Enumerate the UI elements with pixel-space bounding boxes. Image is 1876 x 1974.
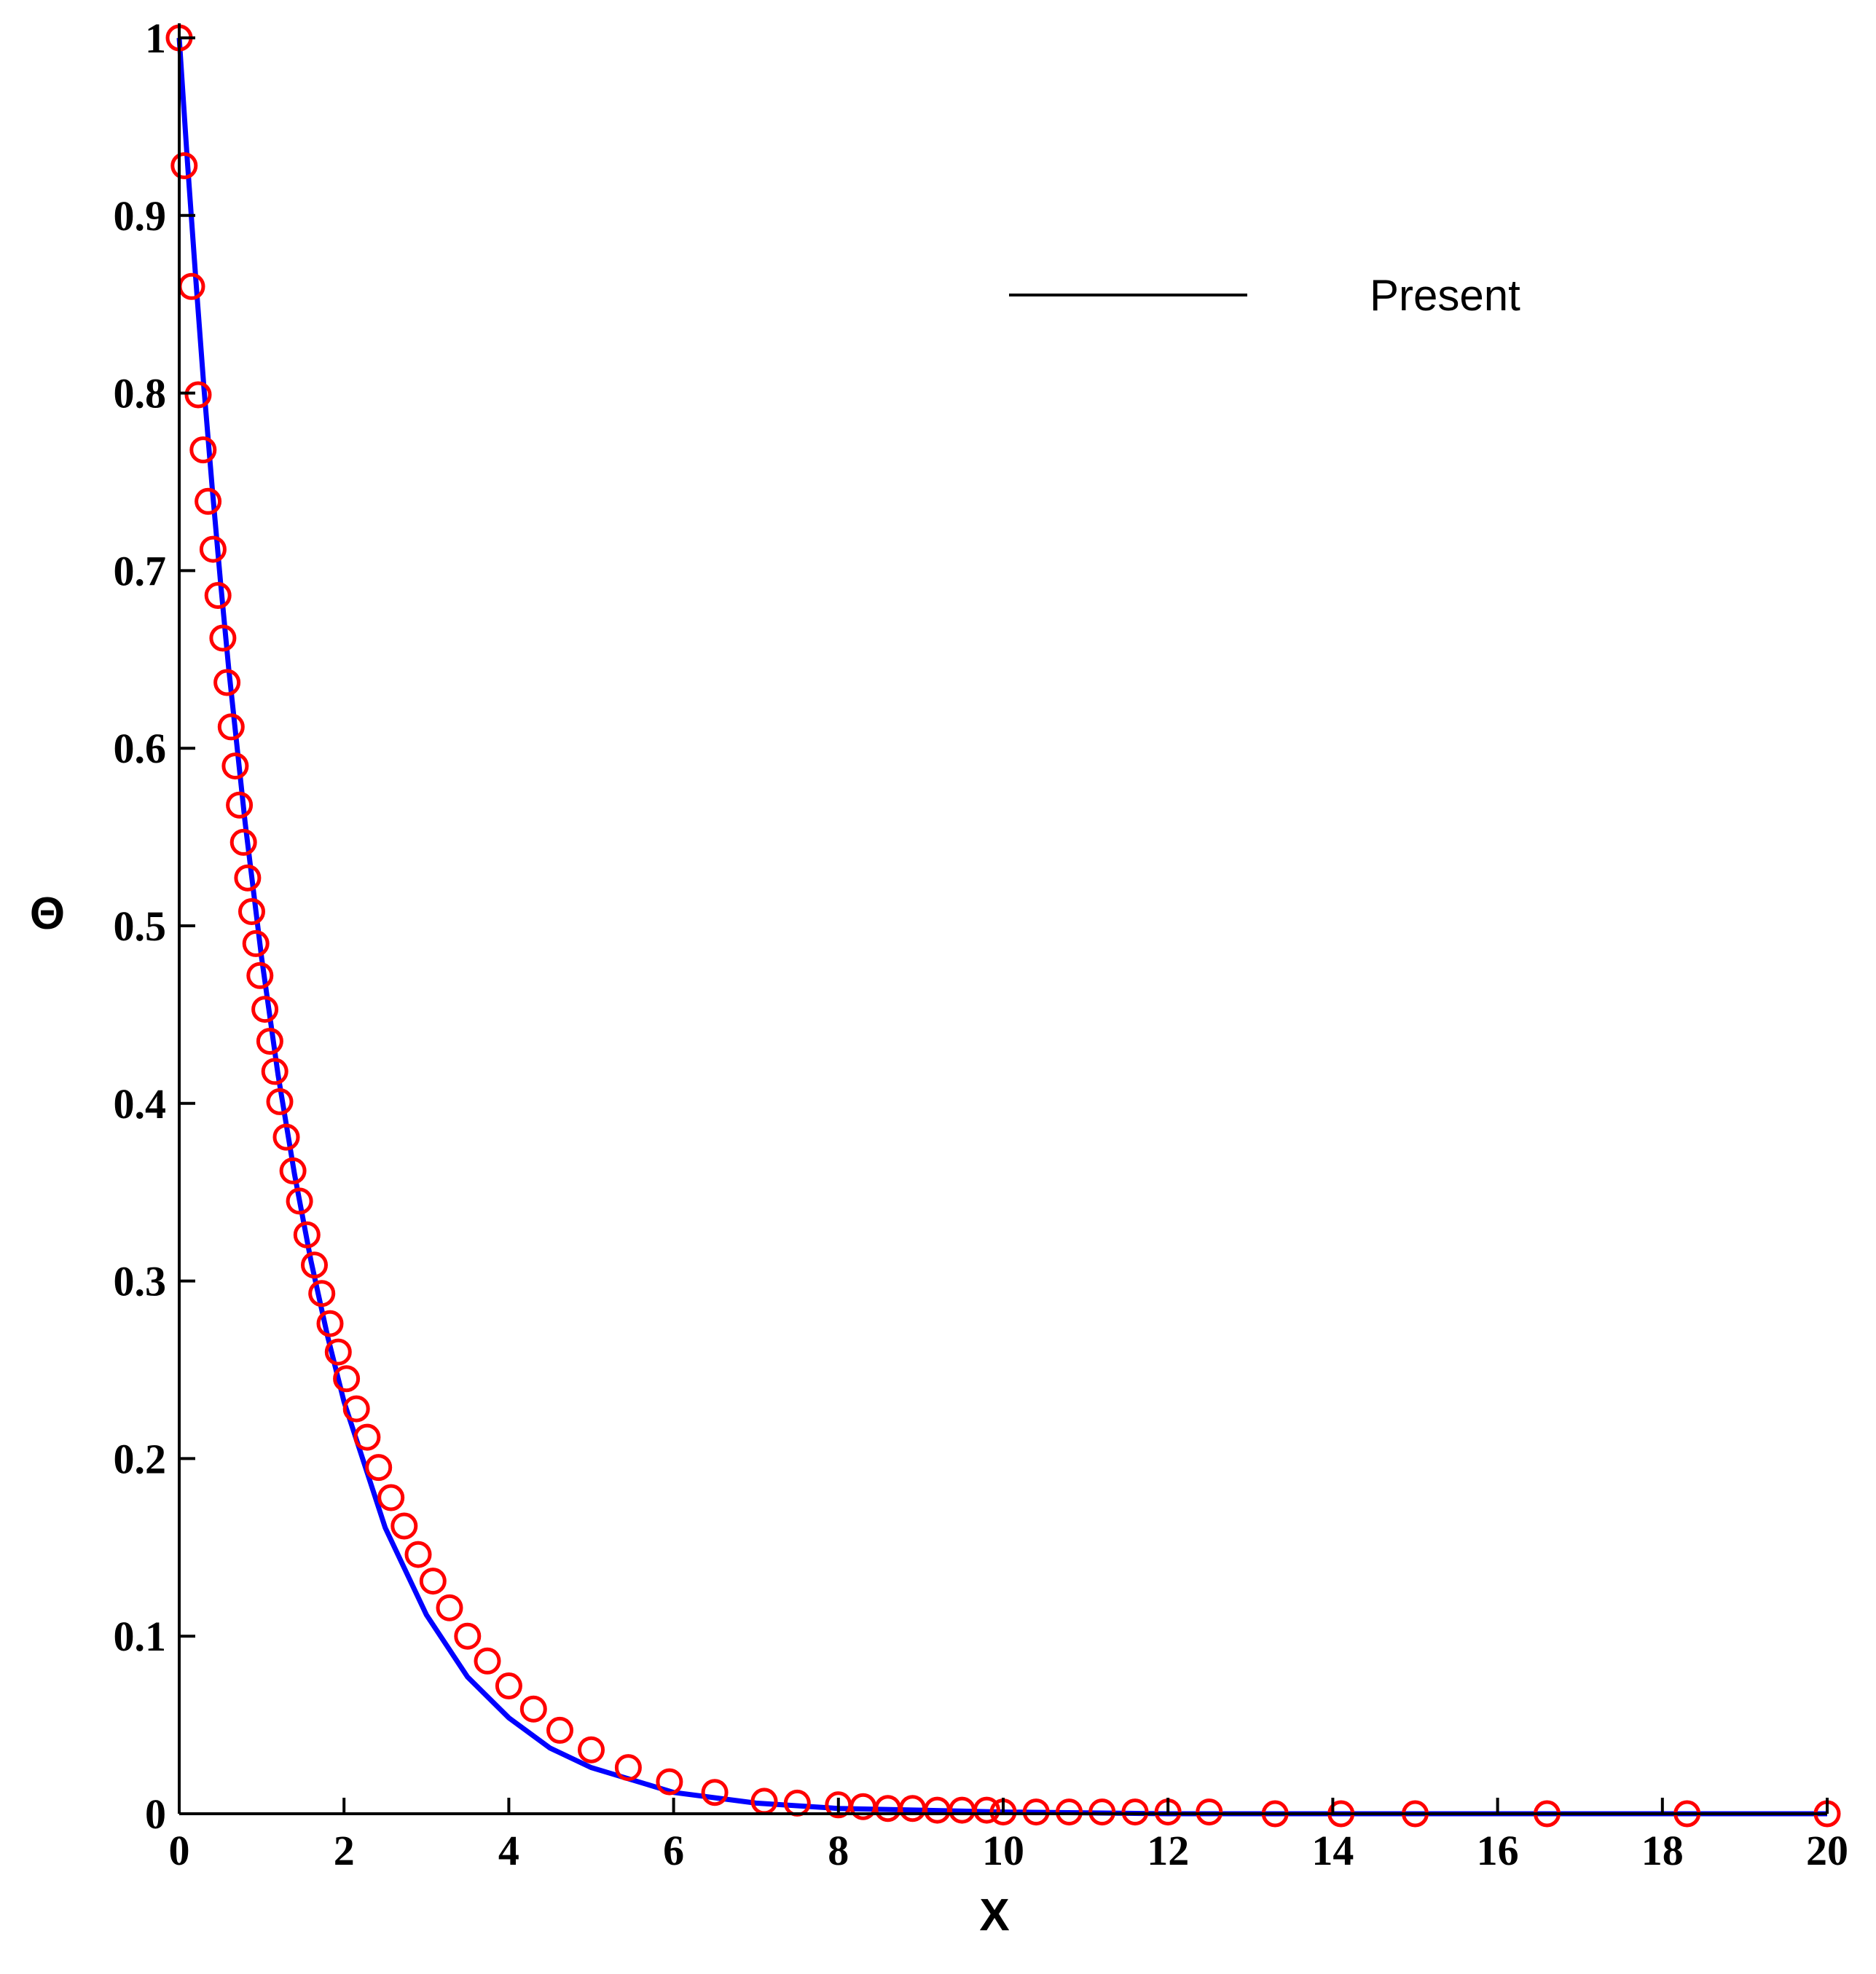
data-marker — [301, 1251, 328, 1279]
data-marker — [1196, 1798, 1223, 1826]
data-marker — [217, 713, 245, 741]
y-tick-label: 0.5 — [114, 903, 167, 950]
y-tick-label: 0.1 — [114, 1613, 167, 1660]
axes: 0 2 4 6 8 10 12 14 16 18 20 0 0.1 0.2 0.3 0.4 0.5 0.6 0.7 0… — [114, 15, 1849, 1874]
y-tick-label: 1 — [145, 15, 166, 62]
data-marker — [333, 1365, 361, 1393]
data-marker — [474, 1647, 501, 1675]
data-marker — [454, 1622, 482, 1650]
data-marker — [226, 791, 254, 819]
x-axis-label: X — [979, 1890, 1009, 1940]
data-marker — [495, 1672, 522, 1699]
data-marker — [377, 1484, 405, 1511]
data-marker — [266, 1088, 294, 1115]
y-tick-label: 0.7 — [114, 547, 167, 594]
data-marker — [1022, 1798, 1050, 1826]
data-marker — [404, 1541, 432, 1568]
data-marker — [170, 152, 198, 179]
data-marker — [308, 1280, 336, 1308]
data-marker — [701, 1779, 729, 1806]
x-tick-label: 0 — [169, 1827, 190, 1874]
data-marker — [519, 1695, 547, 1723]
data-marker — [195, 487, 222, 515]
data-marker — [251, 996, 279, 1023]
data-marker — [1056, 1798, 1083, 1826]
x-tick-label: 10 — [982, 1827, 1024, 1874]
data-marker — [272, 1123, 300, 1151]
data-marker — [973, 1796, 1000, 1824]
data-marker — [316, 1310, 344, 1337]
y-tick-label: 0.6 — [114, 725, 167, 772]
x-tick-label: 2 — [334, 1827, 355, 1874]
x-tick-label: 4 — [498, 1827, 519, 1874]
x-tick-label: 6 — [663, 1827, 684, 1874]
data-marker — [1088, 1798, 1116, 1826]
data-marker — [293, 1221, 321, 1249]
y-tick-label: 0.9 — [114, 192, 167, 240]
data-marker — [184, 381, 212, 409]
y-axis-label: Θ — [30, 889, 65, 939]
data-marker — [213, 669, 241, 696]
data-marker — [209, 624, 237, 652]
data-marker — [261, 1058, 289, 1085]
y-tick-label: 0.8 — [114, 370, 167, 417]
data-marker — [656, 1768, 683, 1796]
legend: Present — [1009, 271, 1520, 320]
legend-label-present: Present — [1370, 271, 1520, 320]
data-marker — [419, 1568, 447, 1595]
data-marker — [199, 535, 227, 563]
data-marker — [390, 1512, 418, 1540]
x-tick-label: 14 — [1311, 1827, 1354, 1874]
data-marker — [256, 1028, 283, 1055]
data-marker — [546, 1716, 573, 1744]
data-marker — [246, 962, 274, 989]
data-marker — [365, 1454, 393, 1482]
x-tick-label: 18 — [1641, 1827, 1684, 1874]
y-tick-label: 0.4 — [114, 1080, 167, 1128]
data-marker — [578, 1736, 605, 1763]
data-marker — [279, 1157, 307, 1184]
x-tick-label: 8 — [828, 1827, 849, 1874]
y-tick-label: 0.3 — [114, 1258, 167, 1305]
y-tick-label: 0.2 — [114, 1435, 167, 1482]
data-marker — [286, 1187, 313, 1215]
data-marker — [189, 436, 217, 464]
data-marker — [229, 828, 257, 856]
x-tick-label: 16 — [1477, 1827, 1519, 1874]
data-marker — [353, 1423, 381, 1451]
y-tick-label: 0 — [145, 1790, 166, 1838]
data-marker — [324, 1338, 352, 1366]
data-marker — [234, 864, 262, 892]
data-marker — [242, 929, 270, 957]
data-marker — [221, 752, 249, 780]
data-marker — [614, 1754, 642, 1782]
data-marker — [238, 898, 265, 925]
data-marker — [1121, 1798, 1149, 1826]
data-marker — [204, 582, 232, 609]
x-tick-label: 20 — [1806, 1827, 1848, 1874]
x-tick-label: 12 — [1147, 1827, 1189, 1874]
data-marker — [342, 1395, 370, 1423]
data-marker — [436, 1594, 463, 1621]
